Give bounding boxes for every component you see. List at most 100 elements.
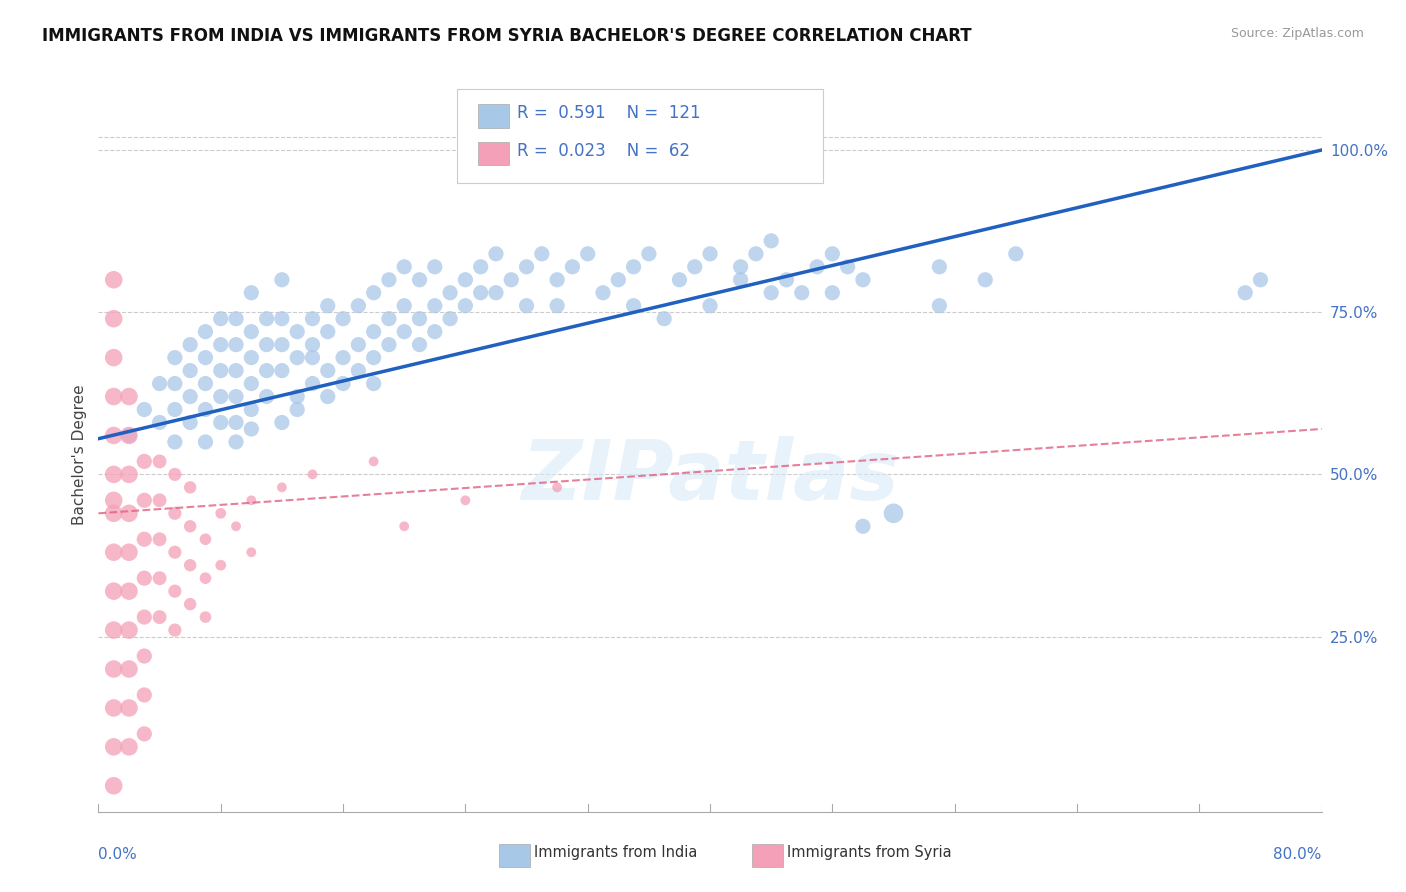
- Point: [501, 273, 523, 287]
- Point: [316, 363, 339, 377]
- Point: [103, 428, 125, 442]
- Point: [730, 273, 752, 287]
- Point: [285, 402, 308, 417]
- Point: [149, 610, 172, 624]
- Point: [852, 273, 875, 287]
- Point: [301, 376, 323, 391]
- Point: [530, 247, 553, 261]
- Point: [103, 623, 125, 637]
- Point: [163, 351, 186, 365]
- Y-axis label: Bachelor's Degree: Bachelor's Degree: [72, 384, 87, 525]
- Point: [392, 325, 416, 339]
- Point: [118, 623, 141, 637]
- Point: [439, 311, 461, 326]
- Point: [194, 402, 217, 417]
- Point: [1234, 285, 1257, 300]
- Point: [928, 260, 950, 274]
- Point: [163, 467, 186, 482]
- Point: [179, 416, 201, 430]
- Point: [392, 299, 416, 313]
- Point: [225, 416, 247, 430]
- Point: [821, 285, 844, 300]
- Point: [363, 285, 385, 300]
- Point: [118, 390, 141, 404]
- Point: [332, 376, 354, 391]
- Point: [668, 273, 690, 287]
- Point: [240, 493, 263, 508]
- Point: [225, 337, 247, 351]
- Point: [392, 260, 416, 274]
- Point: [454, 273, 477, 287]
- Point: [103, 273, 125, 287]
- Point: [118, 506, 141, 520]
- Point: [347, 299, 370, 313]
- Point: [179, 480, 201, 494]
- Point: [301, 311, 323, 326]
- Point: [837, 260, 859, 274]
- Point: [134, 493, 156, 508]
- Point: [378, 337, 401, 351]
- Point: [225, 434, 247, 449]
- Point: [240, 545, 263, 559]
- Point: [623, 299, 645, 313]
- Point: [607, 273, 630, 287]
- Point: [209, 363, 232, 377]
- Point: [179, 597, 201, 611]
- Point: [423, 260, 446, 274]
- Point: [134, 571, 156, 585]
- Point: [470, 285, 492, 300]
- Point: [256, 363, 278, 377]
- Point: [454, 493, 477, 508]
- Point: [194, 434, 217, 449]
- Point: [225, 519, 247, 533]
- Point: [516, 260, 538, 274]
- Point: [118, 739, 141, 754]
- Point: [439, 285, 461, 300]
- Point: [163, 545, 186, 559]
- Point: [883, 506, 905, 520]
- Point: [790, 285, 813, 300]
- Point: [285, 390, 308, 404]
- Point: [561, 260, 583, 274]
- Point: [103, 662, 125, 676]
- Point: [378, 311, 401, 326]
- Point: [240, 325, 263, 339]
- Point: [209, 311, 232, 326]
- Point: [149, 416, 172, 430]
- Point: [623, 260, 645, 274]
- Point: [209, 558, 232, 573]
- Point: [546, 480, 568, 494]
- Point: [163, 623, 186, 637]
- Text: Immigrants from Syria: Immigrants from Syria: [787, 846, 952, 860]
- Point: [408, 311, 430, 326]
- Point: [103, 584, 125, 599]
- Point: [1004, 247, 1026, 261]
- Point: [637, 247, 661, 261]
- Point: [103, 390, 125, 404]
- Point: [592, 285, 614, 300]
- Point: [225, 363, 247, 377]
- Text: Source: ZipAtlas.com: Source: ZipAtlas.com: [1230, 27, 1364, 40]
- Point: [546, 273, 568, 287]
- Point: [332, 311, 354, 326]
- Point: [118, 545, 141, 559]
- Point: [745, 247, 768, 261]
- Point: [118, 428, 141, 442]
- Point: [256, 390, 278, 404]
- Point: [163, 402, 186, 417]
- Point: [163, 584, 186, 599]
- Point: [103, 467, 125, 482]
- Point: [179, 390, 201, 404]
- Point: [363, 325, 385, 339]
- Point: [149, 376, 172, 391]
- Point: [179, 363, 201, 377]
- Point: [194, 533, 217, 547]
- Point: [378, 273, 401, 287]
- Point: [149, 493, 172, 508]
- Point: [240, 422, 263, 436]
- Point: [759, 285, 782, 300]
- Point: [683, 260, 706, 274]
- Text: R =  0.591    N =  121: R = 0.591 N = 121: [517, 104, 702, 122]
- Text: Immigrants from India: Immigrants from India: [534, 846, 697, 860]
- Text: IMMIGRANTS FROM INDIA VS IMMIGRANTS FROM SYRIA BACHELOR'S DEGREE CORRELATION CHA: IMMIGRANTS FROM INDIA VS IMMIGRANTS FROM…: [42, 27, 972, 45]
